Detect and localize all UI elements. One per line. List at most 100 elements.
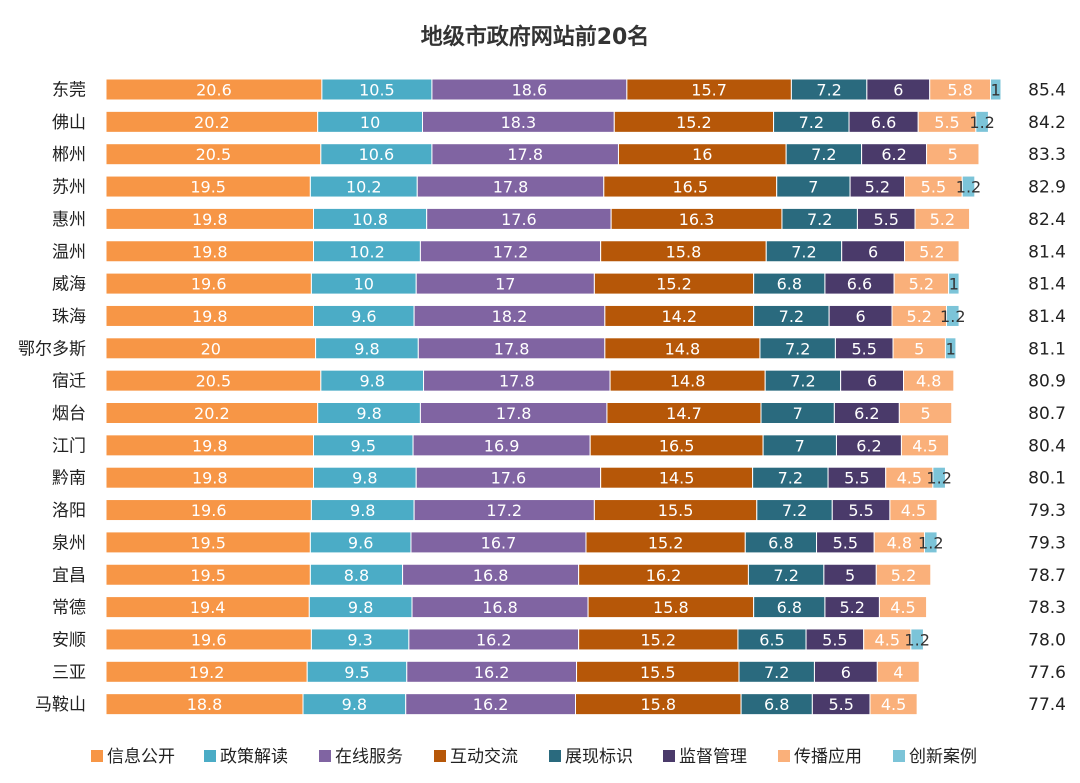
data-label: 19.8: [192, 210, 228, 229]
data-label: 17.8: [493, 178, 529, 197]
data-label: 4: [893, 663, 903, 682]
category-label: 宿迁: [52, 372, 86, 392]
total-label: 79.3: [1028, 533, 1066, 553]
data-label: 5.5: [852, 339, 877, 358]
data-label: 5.5: [934, 113, 959, 132]
legend-swatch: [319, 750, 331, 762]
legend: 信息公开 政策解读 在线服务 互动交流 展现标识 监督管理 传播应用 创新案例: [91, 747, 977, 767]
category-label: 苏州: [52, 178, 86, 198]
data-label: 9.8: [352, 469, 377, 488]
data-label: 10.5: [359, 81, 395, 100]
legend-label: 在线服务: [335, 747, 403, 767]
bar-segment: [904, 240, 960, 263]
data-label: 7: [808, 178, 818, 197]
data-label: 6: [867, 372, 877, 391]
data-label: 5.2: [865, 178, 890, 197]
data-label: 5.2: [909, 275, 934, 294]
total-label: 78.0: [1028, 630, 1066, 650]
data-label: 16.8: [482, 598, 518, 617]
data-label: 6: [893, 81, 903, 100]
category-label: 泉州: [52, 533, 86, 553]
data-label: 7.2: [764, 663, 789, 682]
data-label: 6.6: [847, 275, 872, 294]
data-label: 7.2: [799, 113, 824, 132]
data-label: 7.2: [790, 372, 815, 391]
total-label: 79.3: [1028, 501, 1066, 521]
bar-segment: [876, 660, 920, 683]
data-label: 7.2: [807, 210, 832, 229]
total-label: 83.3: [1028, 145, 1066, 165]
category-label: 常德: [52, 598, 86, 618]
data-label: 10.2: [346, 178, 382, 197]
total-label: 82.4: [1028, 210, 1066, 230]
bar-segment: [946, 304, 960, 327]
data-label: 7.2: [773, 566, 798, 585]
data-label: 14.5: [659, 469, 695, 488]
data-label: 9.5: [351, 436, 376, 455]
data-label: 14.8: [665, 339, 701, 358]
bar-segment: [910, 628, 924, 651]
data-label: 17.6: [491, 469, 527, 488]
data-label: 17: [495, 275, 515, 294]
category-label: 烟台: [52, 404, 86, 424]
data-label: 1.2: [918, 533, 943, 552]
total-label: 81.4: [1028, 242, 1066, 262]
chart-title: 地级市政府网站前20名: [421, 24, 650, 50]
data-label: 7.2: [785, 339, 810, 358]
data-label: 10.2: [349, 242, 385, 261]
category-label: 威海: [52, 275, 86, 295]
data-label: 16: [692, 145, 712, 164]
legend-swatch: [778, 750, 790, 762]
category-label: 安顺: [52, 630, 86, 650]
data-label: 1.2: [940, 307, 965, 326]
data-label: 15.2: [676, 113, 712, 132]
data-label: 5.2: [839, 598, 864, 617]
data-label: 5.5: [921, 178, 946, 197]
total-label: 81.4: [1028, 275, 1066, 295]
data-label: 8.8: [344, 566, 369, 585]
data-label: 1: [991, 81, 1001, 100]
category-label: 洛阳: [52, 501, 86, 521]
data-label: 17.8: [499, 372, 535, 391]
total-label: 81.4: [1028, 307, 1066, 327]
data-label: 6: [855, 307, 865, 326]
total-label: 77.4: [1028, 695, 1066, 715]
data-label: 9.8: [350, 501, 375, 520]
data-label: 1.2: [904, 630, 929, 649]
data-label: 18.8: [187, 695, 223, 714]
data-label: 5.5: [844, 469, 869, 488]
data-label: 6.2: [854, 404, 879, 423]
category-label: 宜昌: [52, 566, 86, 586]
data-label: 5.2: [930, 210, 955, 229]
bar-segment: [878, 596, 928, 619]
data-label: 7.2: [782, 501, 807, 520]
data-label: 15.5: [658, 501, 694, 520]
category-label: 珠海: [52, 307, 86, 327]
category-label: 三亚: [52, 663, 86, 683]
data-label: 9.8: [356, 404, 381, 423]
data-label: 4.8: [916, 372, 941, 391]
data-label: 19.6: [191, 630, 227, 649]
legend-label: 传播应用: [794, 747, 862, 767]
legend-swatch: [91, 750, 103, 762]
data-label: 19.5: [190, 566, 226, 585]
data-label: 1: [946, 339, 956, 358]
data-label: 14.2: [661, 307, 697, 326]
data-label: 19.5: [190, 178, 226, 197]
bar-segment: [961, 175, 976, 198]
data-label: 5.5: [874, 210, 899, 229]
legend-label: 创新案例: [909, 747, 977, 767]
data-label: 9.3: [347, 630, 372, 649]
data-label: 14.8: [670, 372, 706, 391]
data-label: 6.2: [881, 145, 906, 164]
data-label: 15.8: [653, 598, 689, 617]
total-label: 80.4: [1028, 436, 1066, 456]
legend-label: 互动交流: [450, 747, 518, 767]
legend-swatch: [549, 750, 561, 762]
data-label: 6.2: [856, 436, 881, 455]
data-label: 20.5: [196, 145, 232, 164]
data-label: 7.2: [811, 145, 836, 164]
data-label: 17.8: [507, 145, 543, 164]
bar-segment: [944, 337, 957, 360]
